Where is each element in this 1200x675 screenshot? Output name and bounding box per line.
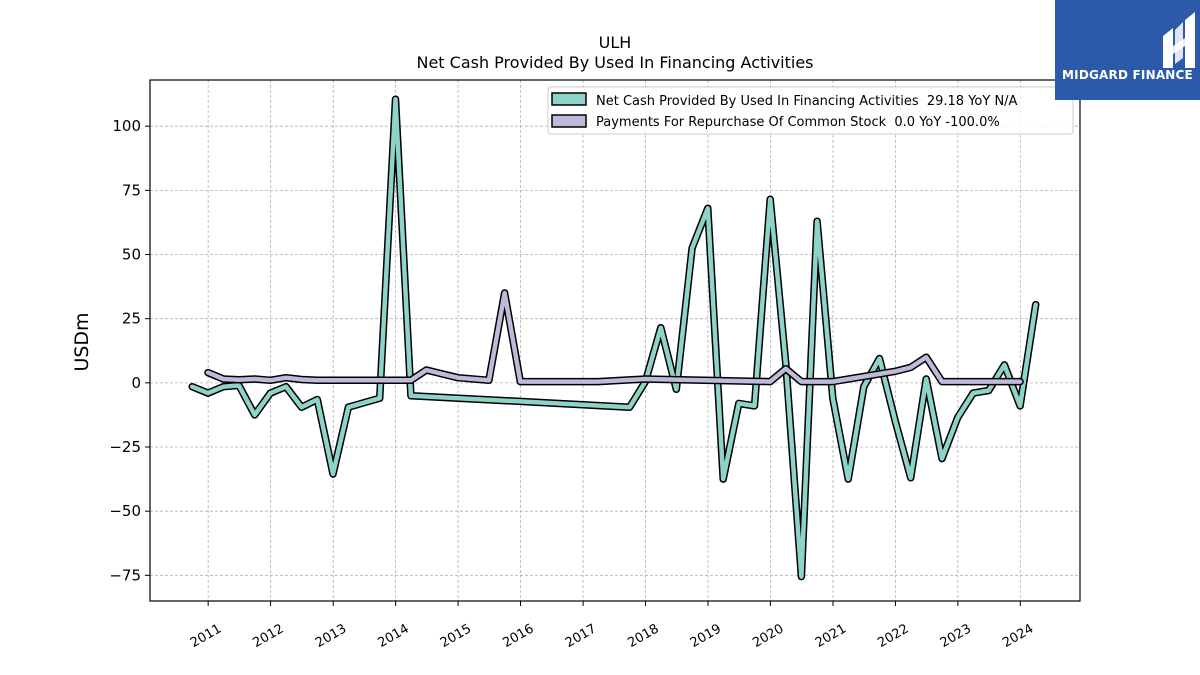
y-tick-label: 0 [131,374,141,392]
x-tick-label: 2016 [500,621,536,651]
series-outline-0 [188,95,1040,581]
legend-swatch-0 [551,92,587,106]
x-tick-label: 2022 [875,621,911,651]
legend: Net Cash Provided By Used In Financing A… [547,86,1074,135]
x-tick-label: 2020 [750,621,786,651]
y-axis-label: USDm [71,312,93,371]
chart-title: ULH [599,33,632,52]
legend-swatch-1 [551,114,587,128]
x-tick-label: 2024 [1000,621,1036,651]
x-tick-label: 2012 [250,621,286,651]
x-tick-label: 2023 [938,621,974,651]
x-tick-label: 2014 [375,621,411,651]
series-line-0 [189,96,1038,579]
series-lines [188,95,1040,581]
brand-name: MIDGARD FINANCE [1062,68,1193,82]
legend-label-1: Payments For Repurchase Of Common Stock … [596,115,1000,130]
chart-subtitle: Net Cash Provided By Used In Financing A… [416,53,813,72]
x-tick-label: 2015 [438,621,474,651]
y-tick-label: −25 [109,438,141,456]
y-tick-label: −50 [109,502,141,520]
brand-logo: MIDGARD FINANCE [1055,0,1200,100]
y-tick-label: −75 [109,566,141,584]
x-tick-label: 2013 [313,621,349,651]
y-ticks: 100 75 50 25 0 −25 −50 −75 [109,117,150,584]
legend-label-0: Net Cash Provided By Used In Financing A… [596,94,1018,109]
y-tick-label: 25 [122,310,141,328]
x-ticks: 2011 2012 2013 2014 2015 2016 2017 2018 2019 2020… [188,601,1036,651]
plot-frame [149,79,1081,602]
x-tick-label: 2011 [188,621,224,651]
series-line-1 [205,290,1023,384]
y-tick-label: 100 [112,117,141,135]
y-tick-label: 75 [122,181,141,199]
y-tick-label: 50 [122,246,141,264]
brand-mark-icon [1163,12,1195,68]
x-tick-label: 2019 [688,621,724,651]
x-tick-label: 2017 [563,621,599,651]
x-tick-label: 2021 [813,621,849,651]
grid [150,80,1080,601]
legend-frame [547,86,1074,135]
x-tick-label: 2018 [625,621,661,651]
